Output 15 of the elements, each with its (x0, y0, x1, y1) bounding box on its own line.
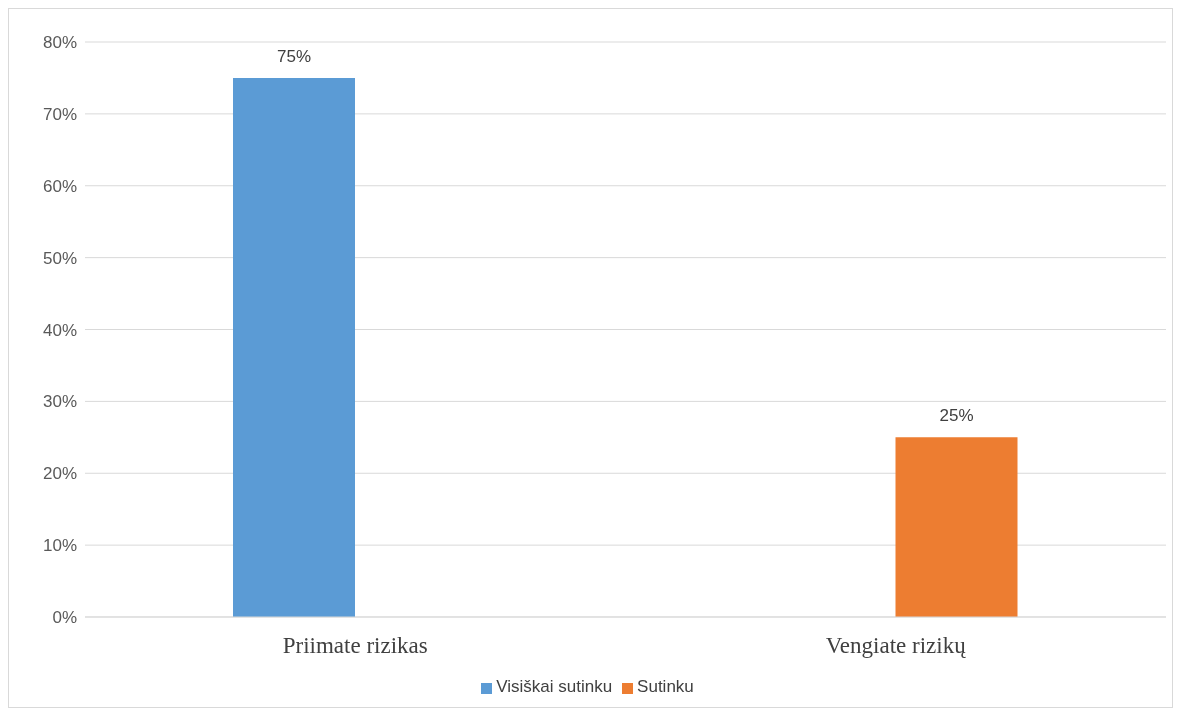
data-label: 75% (276, 46, 312, 66)
x-tick-label: Priimate rizikas (282, 633, 428, 659)
y-tick-label: 40% (42, 320, 77, 340)
legend-label: Visiškai sutinku (496, 677, 613, 696)
y-tick-label: 50% (42, 248, 77, 268)
y-tick-label: 60% (42, 176, 77, 196)
y-tick-label: 70% (42, 104, 77, 124)
x-tick-label: Vengiate rizikų (825, 633, 967, 659)
y-tick-label: 80% (42, 33, 77, 53)
legend-label: Sutinku (637, 677, 694, 696)
y-tick-label: 10% (42, 536, 77, 556)
y-tick-label: 0% (52, 608, 77, 628)
data-label: 25% (939, 406, 974, 426)
y-tick-label: 30% (42, 392, 77, 412)
y-tick-label: 20% (42, 464, 77, 484)
